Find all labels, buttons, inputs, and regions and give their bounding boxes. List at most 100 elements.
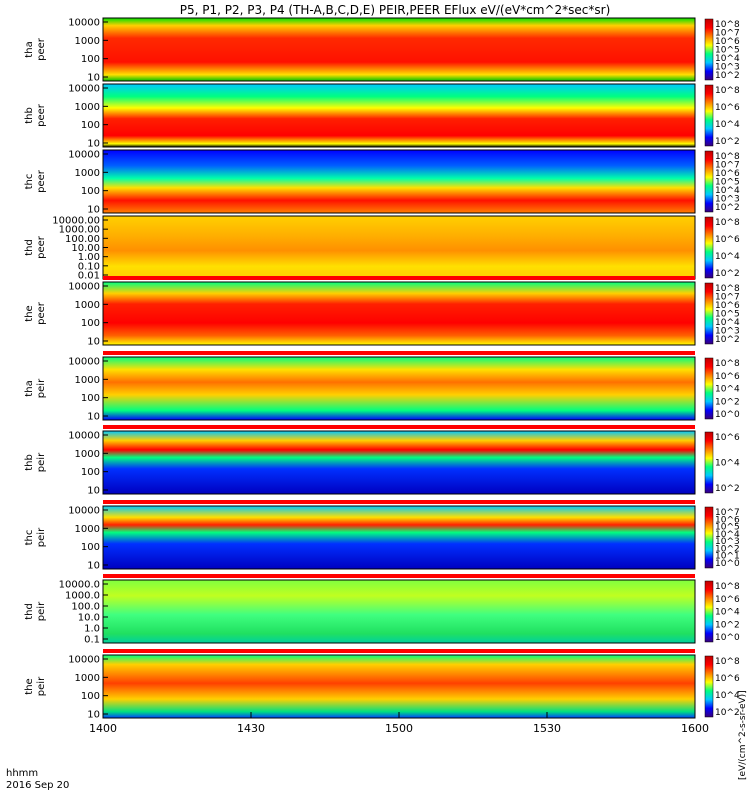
x-axis-corner-label-date: 2016 Sep 20 [6,780,69,791]
y-tick-label: 1.0 [84,624,100,635]
colorbar-tick-label: 10^0 [715,559,740,569]
colorbar-tick-label: 10^5 [715,178,740,188]
y-tick-label: 10000.00 [52,216,100,227]
colorbar-tick-label: 10^8 [715,582,740,592]
quality-flag-bar [103,276,695,280]
colorbar-tick-label: 10^1 [715,552,740,562]
y-tick-label: 100 [81,186,100,197]
colorbar [704,580,714,643]
y-tick-label: 100 [81,120,100,131]
colorbar-tick-label: 10^0 [715,633,740,643]
panel-probe-label: the [24,678,35,694]
colorbar [704,18,714,81]
x-axis: 1400 1430 1500 1530 1600 [89,712,709,735]
y-tick-label: 1.00 [78,252,100,263]
colorbar-tick-label: 10^6 [715,372,740,382]
colorbar-tick-label: 10^2 [715,708,740,718]
y-tick-label: 1000 [75,524,100,535]
colorbar-tick-label: 10^4 [715,459,740,469]
panel-probe-label: thc [24,530,35,546]
spectrogram-image [103,150,695,213]
chart-title: P5, P1, P2, P3, P4 (TH-A,B,C,D,E) PEIR,P… [180,3,611,17]
colorbar-tick-label: 10^4 [715,608,740,618]
panel-instrument-label: peer [36,169,47,193]
panel-frame [102,505,696,570]
colorbar-tick-label: 10^6 [715,103,740,113]
colorbar-tick-label: 10^8 [715,284,740,294]
panel-probe-label: tha [24,380,35,396]
colorbar-tick-label: 10^2 [715,620,740,630]
panel-the-peir: 10000 1000 100 10 the peir 10^8 10^6 10^4 10^2 [24,649,740,721]
y-tick-label: 10000 [68,84,100,95]
colorbar-tick-label: 10^4 [715,385,740,395]
x-tick-label: 1600 [681,722,709,735]
colorbar [704,282,714,345]
colorbar-tick-label: 10^0 [715,410,740,420]
x-tick-label: 1400 [89,722,117,735]
y-tick-label: 100.0 [71,602,100,613]
panel-instrument-label: peir [36,452,47,472]
y-tick-label: 10 [87,73,100,84]
y-tick-label: 100 [81,393,100,404]
y-tick-label: 10 [87,205,100,216]
quality-flag-bar [103,649,695,653]
colorbar-tick-label: 10^6 [715,674,740,684]
colorbar-tick-label: 10^2 [715,269,740,279]
colorbar-tick-label: 10^3 [715,195,740,205]
y-tick-label: 10000 [68,18,100,29]
panel-probe-label: thd [24,603,35,620]
y-tick-label: 10 [87,486,100,497]
y-tick-label: 10000 [68,282,100,293]
colorbar-tick-label: 10^6 [715,595,740,605]
colorbar-tick-label: 10^2 [715,203,740,213]
colorbar-tick-label: 10^2 [715,137,740,147]
quality-flag-bar [103,425,695,429]
colorbar-tick-label: 10^7 [715,29,740,39]
spectrogram-image [103,655,695,718]
panel-probe-label: thd [24,239,35,256]
panel-instrument-label: peer [36,37,47,61]
colorbar [704,357,714,420]
panel-frame [102,83,696,148]
colorbar-tick-label: 10^7 [715,293,740,303]
x-tick-label: 1430 [237,722,265,735]
colorbar-tick-label: 10^8 [715,152,740,162]
colorbar-tick-label: 10^6 [715,169,740,179]
y-tick-label: 10 [87,412,100,423]
spectrogram-image [103,282,695,345]
quality-flag-bar [103,351,695,355]
panel-instrument-label: peir [36,378,47,398]
y-tick-label: 100 [81,54,100,65]
y-tick-label: 10.00 [71,243,100,254]
panel-thb-peir: 10000 1000 100 10 thb peir 10^6 10^4 10^2 [24,425,740,497]
panel-frame [102,579,696,644]
y-tick-label: 1000 [75,375,100,386]
y-tick-label: 10 [87,337,100,348]
spectrogram-image [103,580,695,643]
colorbar [704,431,714,494]
spectrogram-image [103,84,695,147]
y-tick-label: 0.01 [78,271,100,282]
panel-frame [102,356,696,421]
colorbar [704,655,714,718]
panel-probe-label: the [24,305,35,321]
colorbar [704,216,714,279]
y-tick-label: 1000.00 [59,225,100,236]
panel-frame [102,281,696,346]
colorbar-tick-label: 10^4 [715,120,740,130]
spectrogram-image [103,18,695,81]
panel-probe-label: tha [24,41,35,57]
x-axis-corner-label-time: hhmm [6,768,38,779]
y-tick-label: 100 [81,467,100,478]
colorbar-tick-label: 10^2 [715,484,740,494]
colorbar-unit-label: [eV/(cm^2-s-sr-eV)] [738,690,748,780]
y-tick-label: 100 [81,318,100,329]
y-tick-label: 10000 [68,506,100,517]
y-tick-label: 1000 [75,36,100,47]
y-tick-label: 10 [87,710,100,721]
y-tick-label: 10 [87,139,100,150]
colorbar-tick-label: 10^5 [715,310,740,320]
